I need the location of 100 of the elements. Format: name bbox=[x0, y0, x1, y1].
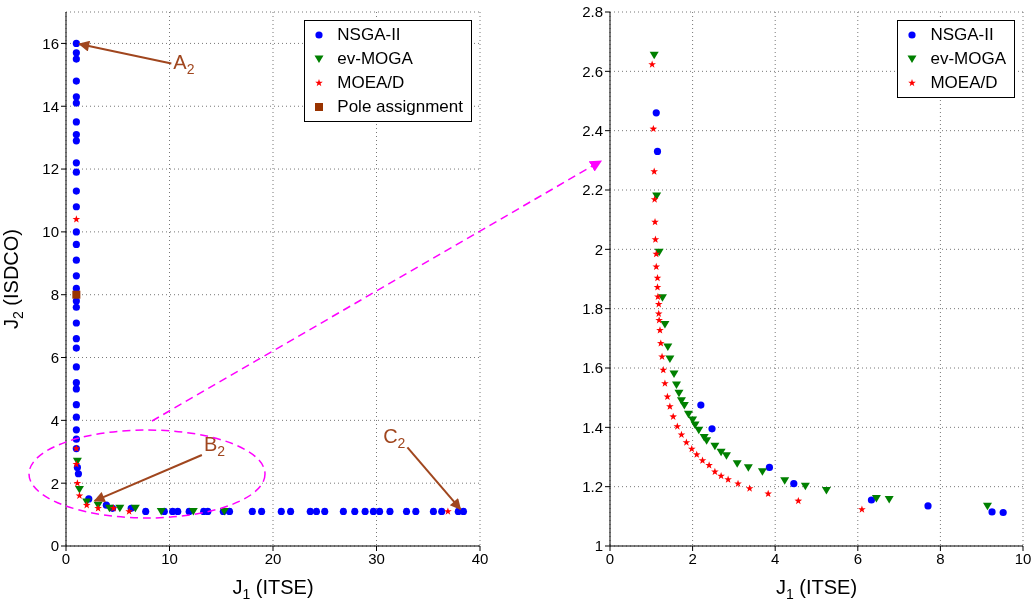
x-tick-label: 40 bbox=[471, 549, 489, 567]
point bbox=[661, 379, 669, 387]
point bbox=[652, 109, 660, 117]
point bbox=[649, 51, 659, 60]
legend-label: MOEA/D bbox=[337, 72, 405, 94]
point bbox=[658, 352, 666, 360]
point bbox=[650, 167, 658, 175]
point bbox=[724, 475, 732, 483]
point bbox=[677, 430, 686, 438]
point bbox=[708, 425, 716, 433]
x-tick-label: 2 bbox=[688, 549, 697, 567]
point bbox=[694, 426, 704, 435]
point bbox=[651, 218, 659, 226]
point bbox=[999, 508, 1007, 517]
legend-label: MOEA/D bbox=[930, 72, 998, 94]
point bbox=[659, 366, 668, 374]
point bbox=[705, 461, 713, 469]
x-tick-label: 10 bbox=[161, 549, 178, 567]
y-tick-label: 1.8 bbox=[582, 299, 603, 317]
point bbox=[682, 438, 691, 446]
point bbox=[673, 422, 682, 430]
y-tick-label: 6 bbox=[50, 348, 59, 366]
point bbox=[867, 496, 876, 504]
point bbox=[698, 456, 707, 464]
x-tick-label: 0 bbox=[61, 549, 71, 567]
y-tick-label: 1.2 bbox=[582, 477, 603, 495]
point bbox=[656, 339, 665, 347]
x-axis-title: J$_{1}$ (ITSE) bbox=[775, 576, 858, 602]
point bbox=[656, 326, 664, 334]
point bbox=[743, 464, 753, 472]
point bbox=[988, 508, 996, 516]
point bbox=[702, 437, 712, 445]
y-tick-label: 1.4 bbox=[582, 418, 603, 436]
point bbox=[660, 320, 670, 329]
y-tick-label: 2.8 bbox=[582, 3, 603, 21]
point bbox=[115, 504, 125, 513]
point bbox=[648, 60, 656, 68]
point bbox=[692, 450, 701, 458]
point bbox=[654, 300, 663, 308]
point bbox=[666, 402, 674, 410]
point bbox=[871, 495, 881, 503]
point bbox=[765, 463, 774, 471]
point bbox=[655, 316, 663, 324]
x-tick-label: 10 bbox=[1014, 549, 1032, 567]
point bbox=[745, 484, 754, 492]
point bbox=[717, 471, 725, 480]
point bbox=[444, 507, 452, 515]
y-tick-label: 12 bbox=[42, 160, 59, 178]
point bbox=[663, 343, 673, 351]
point bbox=[924, 502, 932, 510]
point bbox=[710, 442, 720, 451]
y-tick-label: 0 bbox=[50, 537, 59, 555]
point bbox=[757, 468, 767, 476]
x-axis-title: J$_{1}$ (ITSE) bbox=[232, 576, 314, 602]
y-tick-label: 2.2 bbox=[582, 181, 603, 199]
point bbox=[657, 294, 667, 302]
y-tick-label: 2.6 bbox=[582, 62, 603, 80]
legend-label: NSGA-II bbox=[337, 24, 401, 46]
annotation: A$_{2}$ bbox=[173, 51, 195, 78]
x-tick-label: 8 bbox=[936, 549, 945, 567]
x-tick-label: 20 bbox=[264, 549, 282, 567]
legend-label: Pole assignment bbox=[337, 96, 463, 118]
point bbox=[690, 421, 700, 429]
point bbox=[982, 502, 992, 511]
point bbox=[669, 412, 677, 420]
y-tick-label: 16 bbox=[42, 34, 59, 52]
point bbox=[156, 507, 166, 516]
y-tick-label: 14 bbox=[42, 97, 59, 115]
point bbox=[780, 477, 790, 485]
point bbox=[130, 504, 140, 513]
point bbox=[72, 290, 81, 299]
point bbox=[649, 124, 658, 133]
point bbox=[669, 370, 679, 378]
y-tick-label: 2.4 bbox=[582, 121, 603, 139]
point bbox=[74, 485, 84, 494]
y-tick-label: 4 bbox=[50, 411, 59, 429]
point bbox=[654, 309, 663, 317]
annotation: B$_{2}$ bbox=[203, 433, 226, 459]
y-tick-label: 8 bbox=[50, 286, 59, 304]
point bbox=[683, 410, 693, 419]
point bbox=[721, 452, 731, 460]
legend-label: ev-MOGA bbox=[930, 48, 1006, 70]
point bbox=[653, 147, 662, 156]
point bbox=[679, 401, 689, 410]
y-tick-label: 1 bbox=[594, 537, 603, 555]
point bbox=[716, 448, 726, 457]
point bbox=[858, 505, 866, 513]
point bbox=[790, 480, 798, 488]
legend-label: NSGA-II bbox=[930, 24, 994, 46]
y-tick-label: 10 bbox=[42, 223, 59, 241]
point bbox=[884, 495, 894, 504]
x-tick-label: 0 bbox=[605, 549, 615, 567]
legend-label: ev-MOGA bbox=[337, 48, 413, 70]
point bbox=[697, 401, 705, 409]
x-tick-label: 30 bbox=[368, 549, 385, 567]
y-tick-label: 2 bbox=[50, 474, 59, 492]
point bbox=[821, 487, 831, 495]
y-tick-label: 2 bbox=[594, 240, 603, 258]
point bbox=[732, 460, 742, 468]
annotation: C$_{2}$ bbox=[383, 425, 406, 452]
